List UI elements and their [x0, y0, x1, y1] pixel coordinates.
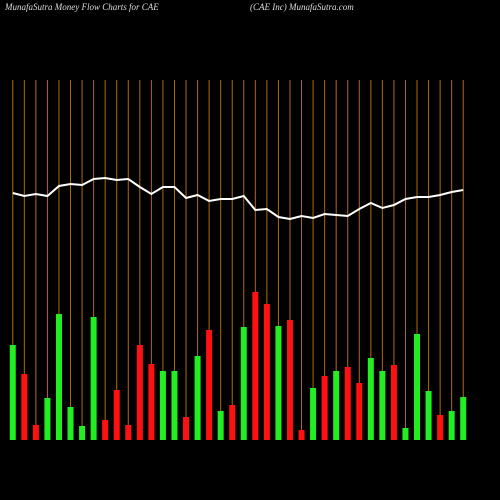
- bar: [136, 345, 143, 440]
- bar: [321, 376, 328, 440]
- bar: [425, 391, 432, 440]
- bar: [9, 345, 16, 440]
- bar: [252, 292, 259, 440]
- bar: [194, 356, 201, 440]
- bar: [206, 330, 213, 440]
- bar: [414, 334, 421, 440]
- bar: [275, 326, 282, 440]
- bar: [240, 327, 247, 440]
- bar: [390, 365, 397, 440]
- bar: [90, 317, 97, 440]
- bar: [333, 371, 340, 440]
- bar: [263, 304, 270, 440]
- bar: [356, 383, 363, 440]
- bar: [344, 367, 351, 440]
- bar: [217, 411, 224, 440]
- bar: [229, 405, 236, 440]
- bar: [171, 371, 178, 440]
- bar: [159, 371, 166, 440]
- bar: [113, 390, 120, 440]
- bar: [437, 415, 444, 440]
- bar: [460, 397, 467, 440]
- bar: [55, 314, 62, 440]
- bar: [448, 411, 455, 440]
- bar: [102, 420, 109, 440]
- money-flow-line: [12, 176, 464, 221]
- bar: [148, 364, 155, 440]
- bar: [183, 417, 190, 440]
- bar: [125, 425, 132, 440]
- bar: [286, 320, 293, 440]
- chart-title: MunafaSutra Money Flow Charts for CAE: [4, 2, 159, 12]
- bar: [79, 426, 86, 440]
- bar: [44, 398, 51, 440]
- chart-subtitle: (CAE Inc) MunafaSutra.com: [250, 2, 354, 12]
- bar: [310, 388, 317, 440]
- bar: [379, 371, 386, 440]
- bar: [67, 407, 74, 440]
- bar: [32, 425, 39, 440]
- bar: [21, 374, 28, 440]
- bar: [298, 430, 305, 440]
- bar: [402, 428, 409, 440]
- bar: [367, 358, 374, 440]
